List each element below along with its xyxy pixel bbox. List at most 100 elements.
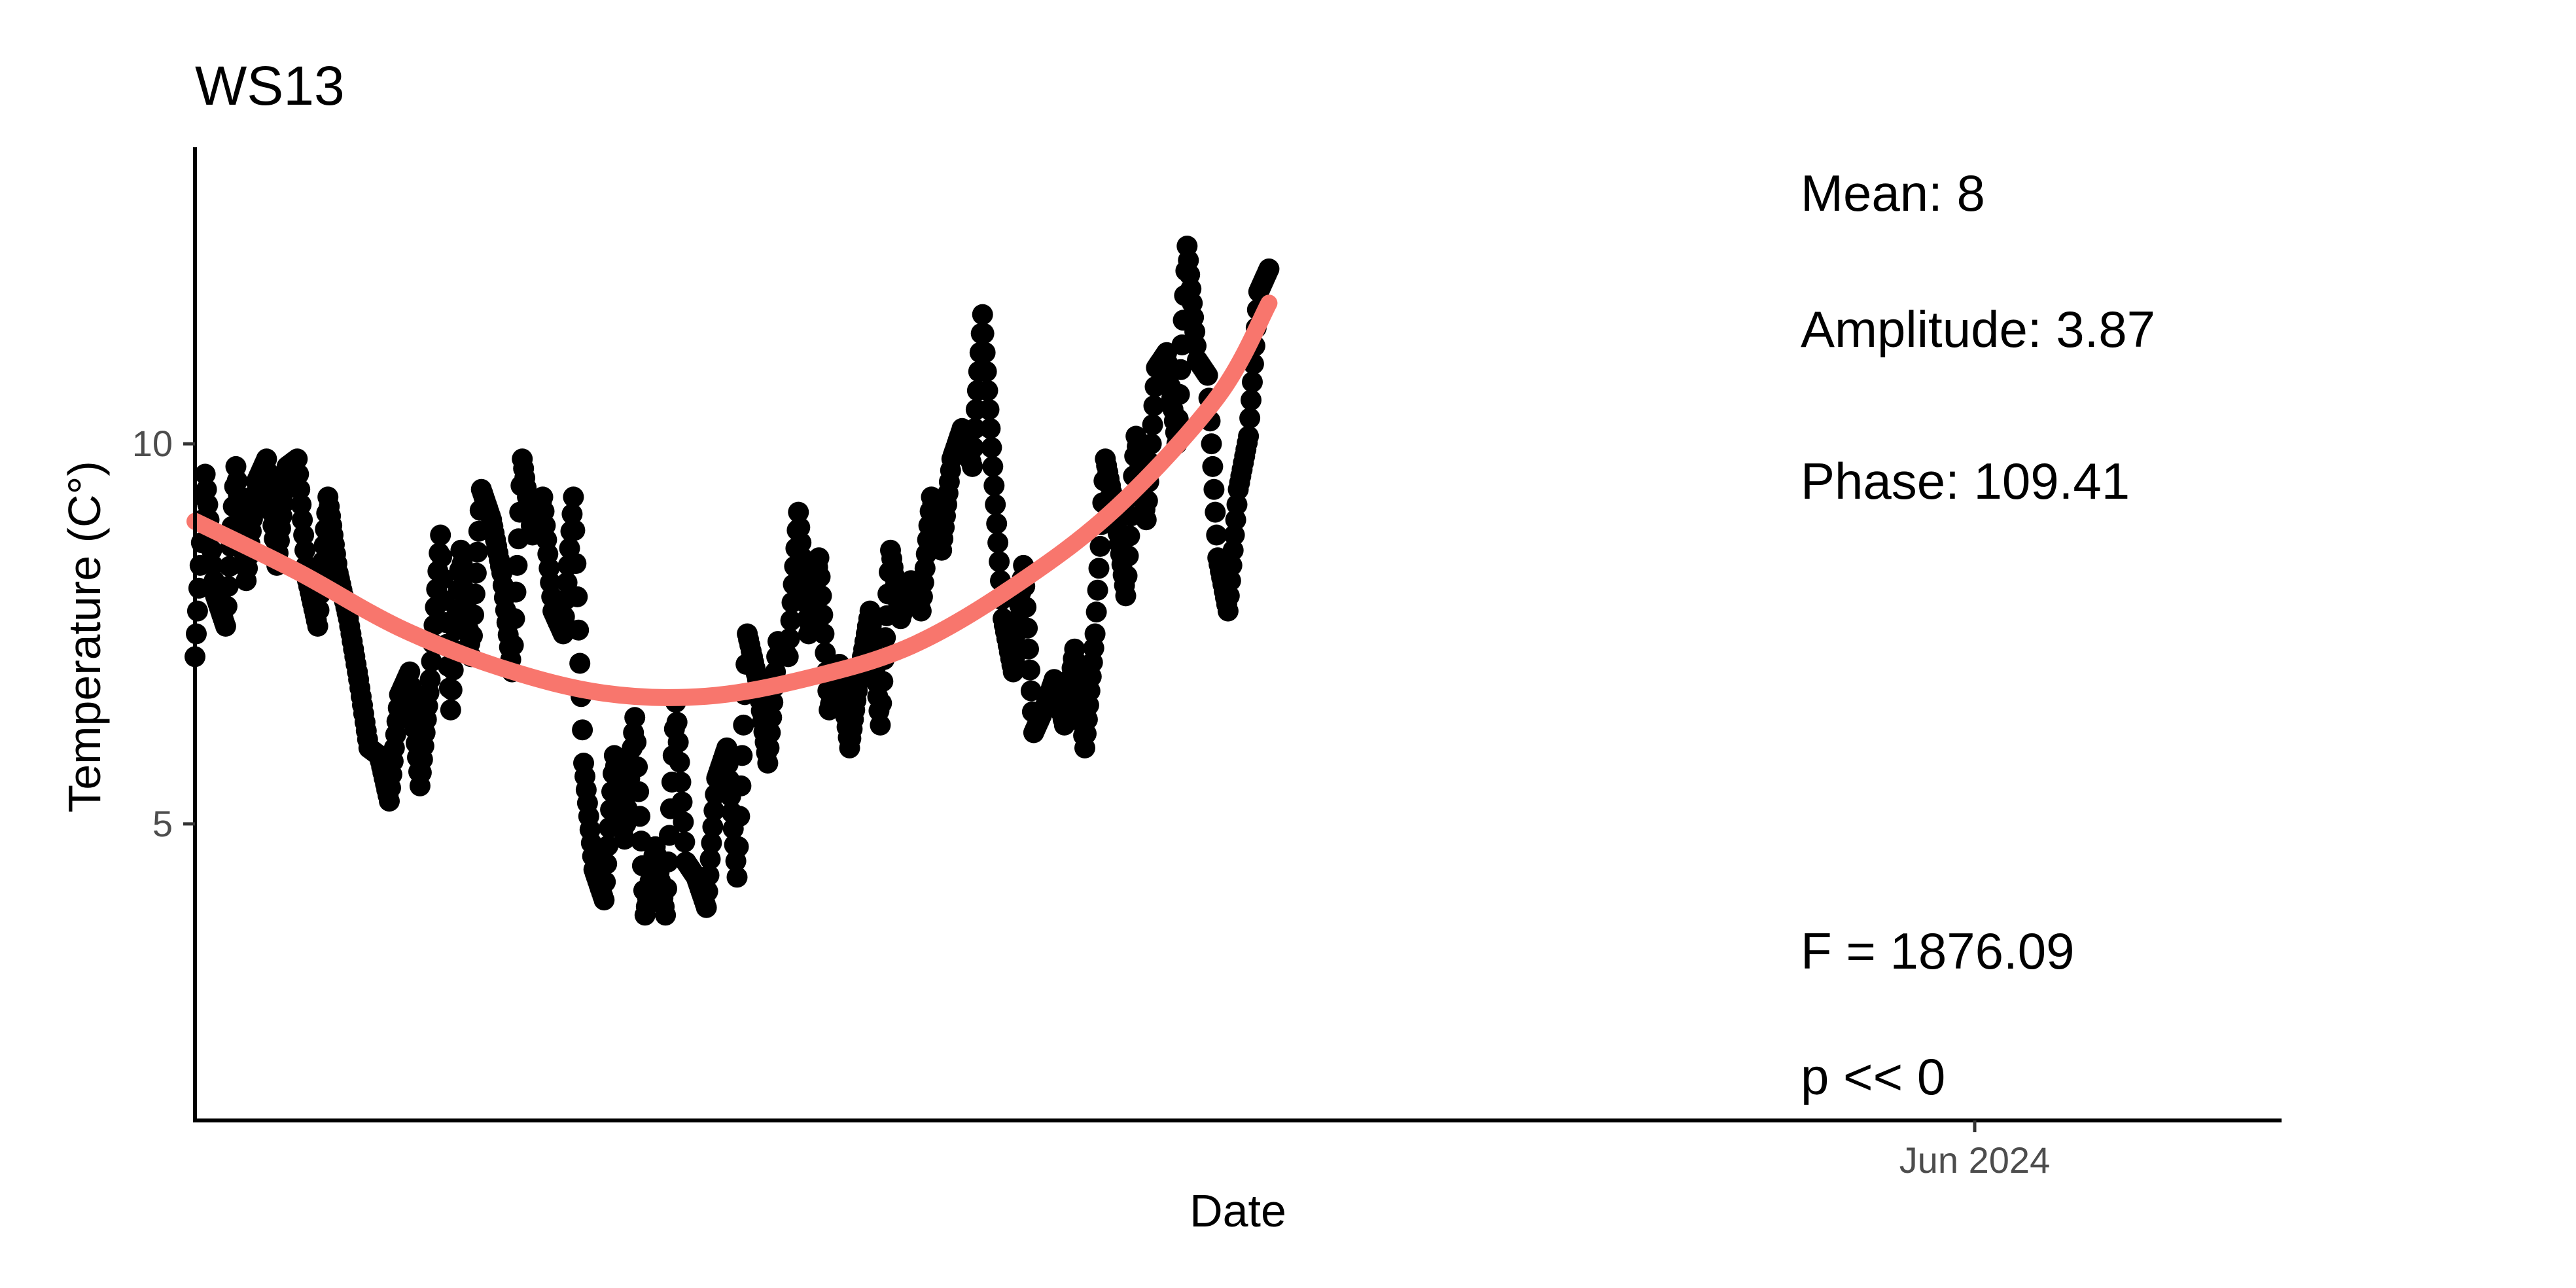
data-point-fill <box>1137 490 1158 512</box>
data-point-fill <box>1020 680 1042 702</box>
data-point-fill <box>983 475 1005 496</box>
data-point <box>430 524 451 546</box>
data-point-fill <box>289 478 311 500</box>
data-point-fill <box>1118 545 1139 567</box>
data-point-fill <box>1206 524 1227 546</box>
data-point-fill <box>442 659 464 681</box>
x-tick-label: Jun 2024 <box>1899 1139 2050 1181</box>
data-point <box>696 897 717 918</box>
data-point-fill <box>779 628 800 649</box>
data-point-fill <box>976 361 997 382</box>
data-point <box>440 699 461 721</box>
data-point-fill <box>596 853 618 874</box>
data-point-fill <box>979 418 1001 439</box>
annotation-p-value: p << 0 <box>1801 1048 1945 1105</box>
data-point-fill <box>813 623 835 645</box>
data-point-fill <box>1220 570 1241 592</box>
data-point <box>1084 623 1106 645</box>
data-point-fill <box>674 831 696 853</box>
data-point-fill <box>730 775 752 796</box>
data-point-fill <box>568 619 590 641</box>
data-point-fill <box>656 878 677 899</box>
data-point-fill <box>702 816 724 838</box>
data-point-fill <box>699 848 721 870</box>
data-point <box>419 669 441 690</box>
data-point-fill <box>1241 389 1262 411</box>
data-point-fill <box>628 781 650 802</box>
annotation-amplitude: Amplitude: 3.87 <box>1801 300 2155 358</box>
y-tick-label: 10 <box>132 423 173 464</box>
data-point-fill <box>293 524 315 546</box>
data-point-fill <box>698 865 720 886</box>
data-point <box>624 707 646 728</box>
data-point-fill <box>1221 554 1243 576</box>
data-point <box>194 463 216 485</box>
data-point-fill <box>217 575 239 597</box>
data-point-fill <box>673 812 694 832</box>
data-point-fill <box>629 806 650 827</box>
data-point-fill <box>554 606 575 628</box>
data-point-fill <box>732 745 753 766</box>
data-point-fill <box>1205 501 1226 523</box>
data-point <box>1135 509 1157 531</box>
data-point-fill <box>1201 433 1222 455</box>
data-point <box>808 547 830 569</box>
data-point-fill <box>669 751 690 773</box>
data-point <box>777 646 799 668</box>
annotation-f-stat: F = 1876.09 <box>1801 922 2075 980</box>
data-point <box>1197 365 1218 386</box>
data-point-fill <box>1144 376 1166 397</box>
data-point-fill <box>705 783 726 805</box>
data-point-fill <box>506 554 528 576</box>
data-point-fill <box>504 608 525 630</box>
data-point-fill <box>1018 638 1039 660</box>
data-point-fill <box>1222 539 1244 561</box>
data-point-fill <box>667 732 689 753</box>
data-point-fill <box>812 604 834 626</box>
data-point-fill <box>595 871 616 893</box>
data-point-fill <box>626 732 647 753</box>
data-point <box>614 829 635 850</box>
data-point-fill <box>981 437 1002 458</box>
data-point-fill <box>789 516 811 538</box>
data-point-fill <box>703 800 725 821</box>
data-point-fill <box>1087 579 1108 601</box>
data-point-fill <box>432 568 454 590</box>
data-point-fill <box>1225 509 1246 531</box>
data-point-fill <box>503 634 524 656</box>
data-point-fill <box>441 679 463 701</box>
data-point-fill <box>871 692 892 714</box>
data-point-fill <box>627 756 648 778</box>
data-point-fill <box>985 494 1006 515</box>
data-point-fill <box>761 707 783 728</box>
data-point-fill <box>790 532 812 554</box>
data-point-fill <box>758 737 780 759</box>
annotation-phase: Phase: 109.41 <box>1801 452 2130 510</box>
data-point-fill <box>1119 525 1140 546</box>
stats-annotations: Mean: 8 Amplitude: 3.87 Phase: 109.41 F … <box>1801 164 2155 1105</box>
axis-ticks: 5 10 Jun 2024 <box>132 423 2051 1181</box>
data-point-fill <box>963 437 984 458</box>
data-point-fill <box>1140 433 1162 455</box>
data-point-fill <box>666 711 688 733</box>
data-point <box>307 615 328 637</box>
data-point-fill <box>964 418 985 439</box>
data-point-fill <box>1226 494 1248 515</box>
data-point-fill <box>989 551 1010 573</box>
data-point <box>788 501 809 523</box>
data-point-fill <box>431 546 453 567</box>
data-point-fill <box>1224 524 1245 546</box>
data-point-fill <box>569 653 591 674</box>
data-point-fill <box>978 399 1000 420</box>
data-point <box>1258 258 1280 279</box>
data-point-fill <box>308 599 330 621</box>
data-point-fill <box>201 539 222 561</box>
data-point-fill <box>762 692 784 713</box>
data-point-fill <box>564 520 586 541</box>
data-point-fill <box>1019 659 1040 681</box>
data-point-fill <box>973 323 995 344</box>
data-point-fill <box>294 539 315 561</box>
